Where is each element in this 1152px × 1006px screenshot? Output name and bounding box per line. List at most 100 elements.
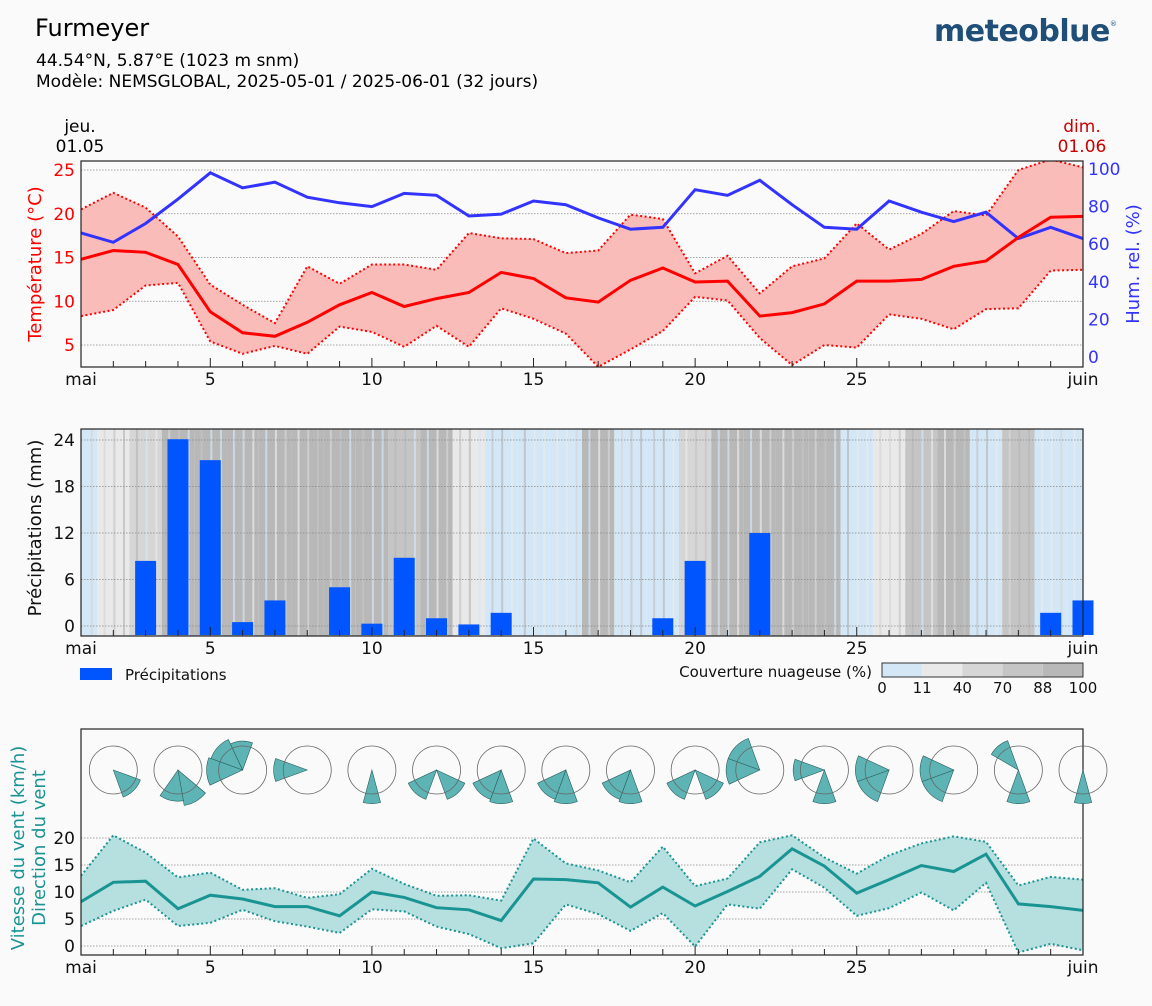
cloud-cover-stripe [413,429,416,636]
cloud-cover-stripe [1040,429,1043,636]
wind-rose-circle [412,745,461,795]
temperature-panel: 5 10 15 20 25 0 20 40 60 80 100 Température (°C) Hum… [25,160,1144,390]
cloud-cover-stripe [381,429,384,636]
cloud-cover-stripe [921,429,924,636]
cloud-cover-stripe [155,429,158,636]
cloud-cover-stripe [265,429,268,636]
wind-rose-sector [666,769,696,800]
temperature-tick-label: 5 [64,336,75,356]
cloud-cover-stripe [824,429,827,636]
wind-rose-circle [735,745,785,795]
cloud-cover-stripe [953,429,956,636]
cloud-cover-stripe [459,429,462,636]
x-tick-label: mai [65,370,97,390]
cloud-cover-stripe [145,429,148,636]
x-tick-label: 15 [523,639,545,659]
cloud-cover-stripe [371,429,374,636]
cloud-cover-stripe [510,429,513,636]
cloud-cover-stripe [704,429,707,636]
cloud-cover-stripe [911,429,914,636]
wind-rose-circle [1058,745,1108,795]
precipitation-bar [1040,612,1062,635]
wind-rose [472,745,526,804]
cloud-cover-scale-segment [922,663,963,677]
precipitation-bar [199,460,221,635]
wind-rose-sector [1006,769,1031,804]
cloud-cover-stripe [426,429,429,636]
cloud-cover-stripe [123,429,126,636]
cloud-cover-stripe [607,429,610,636]
humidity-tick-label: 20 [1088,310,1110,330]
precipitation-panel: 0 6 12 18 24 Précipitations (mm) mai 5 10 15 20 25 j… [25,428,1099,697]
temperature-tick-label: 15 [53,249,75,269]
temperature-series [81,161,1083,367]
cloud-cover-stripe [717,429,720,636]
humidity-line [81,171,1083,244]
cloud-cover-stripe [986,429,989,636]
precipitation-legend-swatch [80,668,112,680]
wind-rose-sector [553,769,578,804]
cloud-cover-stripe [242,429,245,636]
cloud-cover-stripe [1050,429,1053,636]
cloud-cover-stripe [759,429,762,636]
wind-rose-sector [694,769,724,800]
cloud-cover-stripe [898,429,901,636]
x-tick-label: 25 [846,958,868,978]
wind-rose-circle [153,745,203,795]
cloud-cover-stripe [565,429,568,636]
plot-background [81,729,1083,955]
wind-tick-label: 20 [53,829,75,849]
cloud-cover-stripe [436,429,439,636]
cloud-cover-stripe [889,429,892,636]
cloud-cover-stripe [801,429,804,636]
wind-rose-sector [919,755,955,782]
wind-rose [407,745,466,800]
cloud-cover-stripe [316,429,319,636]
temperature-tick-label: 20 [53,205,75,225]
end-weekday: dim. [1063,117,1101,137]
precipitation-bar [167,439,189,635]
plot-frame [80,728,1084,956]
wind-rose-sector [362,768,381,804]
wind-rose-sector [177,769,206,806]
precipitation-tick-label: 24 [53,431,75,451]
x-tick-label: mai [65,639,97,659]
wind-rose-sector [273,758,309,782]
wind-tick-label: 0 [64,937,75,957]
cloud-cover-stripe [90,429,93,636]
meteoblue-logo: meteoblue® [934,14,1117,49]
cloud-cover-stripe [630,429,633,636]
humidity-tick-label: 60 [1088,235,1110,255]
end-date-label: dim. 01.06 [1052,117,1112,157]
x-tick-label: 10 [361,958,383,978]
cloud-cover-stripe [113,429,116,636]
x-tick-label: 5 [205,958,216,978]
x-tick-label: 5 [205,639,216,659]
cloud-cover-stripe [1018,429,1021,636]
wind-rose-sector [727,738,761,771]
wind-tick-label: 5 [64,910,75,930]
cloud-cover-stripe [750,429,753,636]
x-tick-label: 25 [846,370,868,390]
precipitation-bar [426,618,448,635]
wind-rose [990,740,1043,804]
x-tick-label: 5 [205,370,216,390]
cloud-cover-scale-tick: 0 [877,679,887,697]
precipitation-axis-label: Précipitations (mm) [25,440,46,617]
x-tick-label: 10 [361,639,383,659]
cloud-cover-stripe [695,429,698,636]
cloud-cover-stripe [792,429,795,636]
cloud-cover-scale-tick: 11 [913,679,932,697]
x-tick-label: 25 [846,639,868,659]
wind-rose-sector [112,769,141,798]
wind-rose [537,745,591,804]
cloud-cover-stripe [103,429,106,636]
wind-rose-circle [606,745,655,795]
wind-rose [725,738,785,795]
cloud-cover-stripe [575,429,578,636]
cloud-cover-stripe [187,429,190,636]
cloud-cover-stripe [404,429,407,636]
wind-rose [855,745,914,802]
start-weekday: jeu. [64,117,96,137]
wind-rose-sector [472,769,502,800]
